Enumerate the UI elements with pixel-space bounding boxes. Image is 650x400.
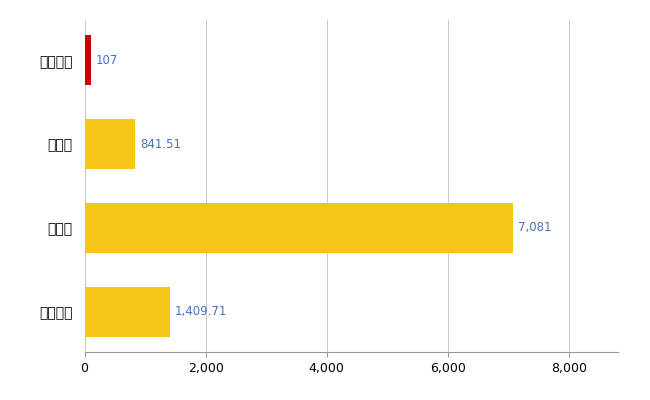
Text: 841.51: 841.51 [140,138,181,150]
Bar [84,119,135,169]
Text: 1,409.71: 1,409.71 [175,305,227,318]
Bar [84,203,514,253]
Text: 7,081: 7,081 [518,222,552,234]
Bar [84,35,91,85]
Bar [84,287,170,337]
Text: 107: 107 [96,54,118,67]
